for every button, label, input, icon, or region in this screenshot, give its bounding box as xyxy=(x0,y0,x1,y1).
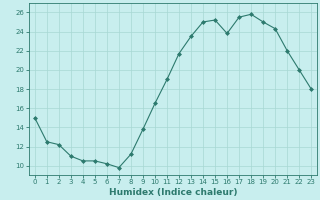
X-axis label: Humidex (Indice chaleur): Humidex (Indice chaleur) xyxy=(109,188,237,197)
